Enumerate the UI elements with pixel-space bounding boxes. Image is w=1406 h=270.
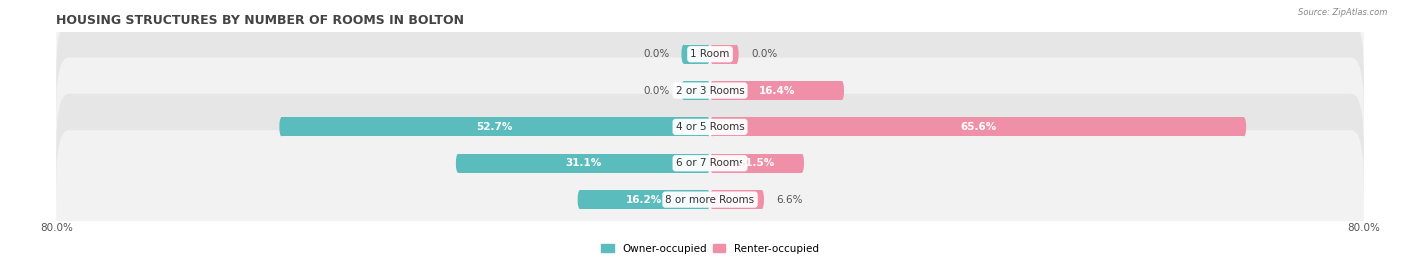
Circle shape	[759, 190, 763, 209]
Text: 16.2%: 16.2%	[626, 195, 662, 205]
Bar	[683, 81, 707, 100]
Circle shape	[800, 154, 804, 173]
Circle shape	[706, 81, 710, 100]
Text: 0.0%: 0.0%	[643, 49, 669, 59]
FancyBboxPatch shape	[56, 0, 1364, 124]
Text: 52.7%: 52.7%	[477, 122, 513, 132]
Bar	[713, 117, 1244, 136]
Circle shape	[1241, 117, 1246, 136]
Text: 6.6%: 6.6%	[776, 195, 803, 205]
Circle shape	[706, 154, 710, 173]
Text: 31.1%: 31.1%	[565, 158, 602, 168]
Text: 11.5%: 11.5%	[740, 158, 775, 168]
FancyBboxPatch shape	[56, 130, 1364, 269]
Text: HOUSING STRUCTURES BY NUMBER OF ROOMS IN BOLTON: HOUSING STRUCTURES BY NUMBER OF ROOMS IN…	[56, 14, 464, 27]
Text: 65.6%: 65.6%	[960, 122, 997, 132]
Bar	[713, 154, 801, 173]
Circle shape	[710, 154, 714, 173]
Bar	[713, 45, 737, 64]
Text: 0.0%: 0.0%	[751, 49, 778, 59]
Circle shape	[682, 45, 686, 64]
Bar	[713, 190, 762, 209]
FancyBboxPatch shape	[56, 58, 1364, 196]
Text: 8 or more Rooms: 8 or more Rooms	[665, 195, 755, 205]
Circle shape	[710, 117, 714, 136]
Text: 1 Room: 1 Room	[690, 49, 730, 59]
Circle shape	[710, 81, 714, 100]
Circle shape	[456, 154, 460, 173]
Legend: Owner-occupied, Renter-occupied: Owner-occupied, Renter-occupied	[598, 239, 823, 258]
Text: 4 or 5 Rooms: 4 or 5 Rooms	[676, 122, 744, 132]
Circle shape	[706, 190, 710, 209]
Text: Source: ZipAtlas.com: Source: ZipAtlas.com	[1298, 8, 1388, 17]
Circle shape	[706, 117, 710, 136]
Bar	[713, 81, 842, 100]
Circle shape	[280, 117, 284, 136]
Text: 16.4%: 16.4%	[759, 86, 796, 96]
Bar	[281, 117, 707, 136]
Circle shape	[710, 190, 714, 209]
Circle shape	[578, 190, 582, 209]
Text: 6 or 7 Rooms: 6 or 7 Rooms	[676, 158, 744, 168]
Circle shape	[710, 45, 714, 64]
Text: 2 or 3 Rooms: 2 or 3 Rooms	[676, 86, 744, 96]
Circle shape	[734, 45, 738, 64]
Text: 0.0%: 0.0%	[643, 86, 669, 96]
FancyBboxPatch shape	[56, 94, 1364, 233]
Circle shape	[706, 45, 710, 64]
Bar	[458, 154, 707, 173]
FancyBboxPatch shape	[56, 21, 1364, 160]
Circle shape	[682, 81, 686, 100]
Circle shape	[839, 81, 844, 100]
Bar	[579, 190, 707, 209]
Bar	[683, 45, 707, 64]
